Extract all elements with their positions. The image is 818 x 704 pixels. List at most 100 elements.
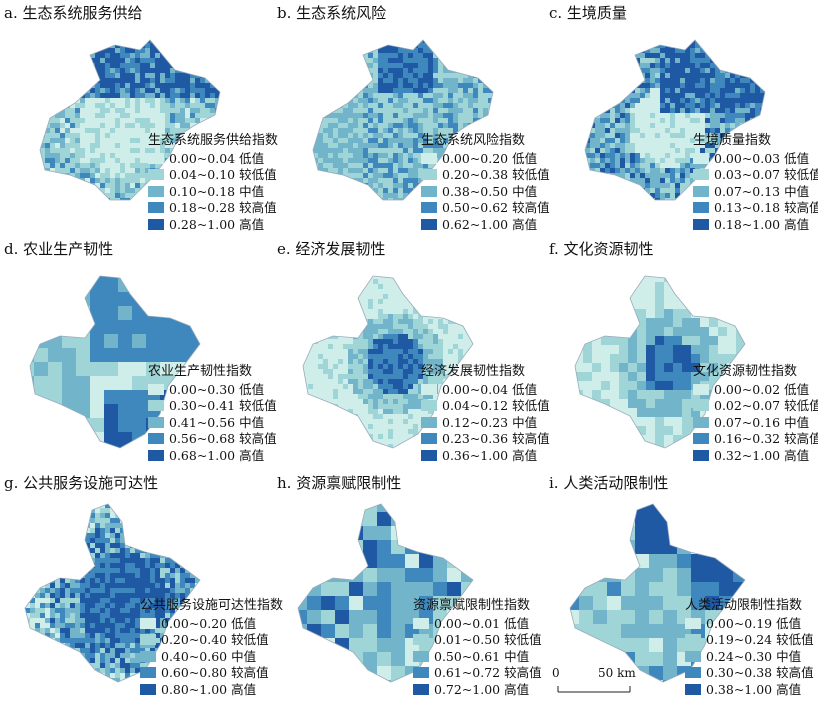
legend-swatch	[148, 186, 164, 197]
legend-swatch	[693, 433, 709, 444]
legend-class: 较低值	[504, 632, 542, 647]
legend-range: 0.41~0.56	[169, 415, 235, 430]
scale-end-label: 50 km	[598, 666, 636, 680]
legend-swatch	[413, 667, 429, 678]
legend-range: 0.56~0.68	[169, 431, 235, 446]
legend-item: 0.12~0.23 中值	[421, 414, 550, 431]
legend-swatch	[421, 417, 437, 428]
legend-range: 0.02~0.07	[714, 398, 780, 413]
legend-swatch	[685, 651, 701, 662]
panel-title: h. 资源禀赋限制性	[277, 472, 401, 493]
legend-range: 0.01~0.50	[434, 632, 500, 647]
legend-swatch	[421, 202, 437, 213]
legend-range: 0.00~0.04	[442, 382, 508, 397]
legend-range: 0.62~1.00	[442, 217, 508, 232]
legend-range: 0.12~0.23	[442, 415, 508, 430]
legend-range: 0.50~0.61	[434, 649, 500, 664]
legend-class: 中值	[512, 415, 537, 430]
legend-swatch	[693, 202, 709, 213]
legend-range: 0.07~0.13	[714, 184, 780, 199]
legend-item: 0.62~1.00 高值	[421, 216, 550, 233]
legend-swatch	[421, 384, 437, 395]
legend-swatch	[693, 450, 709, 461]
legend-swatch	[140, 684, 156, 695]
legend-swatch	[148, 400, 164, 411]
scale-start-label: 0	[552, 666, 560, 680]
legend-item: 0.00~0.04 低值	[421, 381, 550, 398]
legend-swatch	[148, 417, 164, 428]
legend-swatch	[421, 169, 437, 180]
legend-range: 0.30~0.41	[169, 398, 235, 413]
panel-title: d. 农业生产韧性	[4, 238, 113, 259]
legend-range: 0.00~0.01	[434, 616, 500, 631]
legend-class: 较低值	[231, 632, 269, 647]
legend-range: 0.00~0.02	[714, 382, 780, 397]
legend-title: 公共服务设施可达性指数	[140, 597, 283, 614]
legend-swatch	[140, 667, 156, 678]
legend-swatch	[693, 153, 709, 164]
legend-class: 较高值	[784, 200, 818, 215]
legend-class: 较高值	[776, 665, 814, 680]
legend-class: 较低值	[239, 167, 277, 182]
legend-range: 0.00~0.19	[706, 616, 772, 631]
legend-swatch	[140, 634, 156, 645]
legend-swatch	[413, 618, 429, 629]
legend-range: 0.30~0.38	[706, 665, 772, 680]
legend-title: 生态系统服务供给指数	[148, 132, 278, 149]
legend-class: 低值	[512, 382, 537, 397]
legend-class: 较高值	[504, 665, 542, 680]
legend-swatch	[413, 651, 429, 662]
legend-item: 0.07~0.13 中值	[693, 183, 818, 200]
legend-range: 0.00~0.30	[169, 382, 235, 397]
legend-range: 0.16~0.32	[714, 431, 780, 446]
legend-class: 高值	[776, 682, 801, 697]
legend-title: 生态系统风险指数	[421, 132, 550, 149]
legend-swatch	[685, 634, 701, 645]
legend-class: 较低值	[776, 632, 814, 647]
legend-range: 0.04~0.12	[442, 398, 508, 413]
legend-class: 低值	[784, 382, 809, 397]
legend-range: 0.18~0.28	[169, 200, 235, 215]
legend-range: 0.00~0.20	[442, 151, 508, 166]
legend-class: 高值	[512, 217, 537, 232]
legend-class: 较高值	[784, 431, 818, 446]
legend-title: 农业生产韧性指数	[148, 363, 277, 380]
legend-swatch	[148, 153, 164, 164]
legend-class: 高值	[231, 682, 256, 697]
panel-title: b. 生态系统风险	[277, 2, 386, 23]
legend-class: 中值	[784, 184, 809, 199]
legend-class: 高值	[504, 682, 529, 697]
legend-swatch	[421, 433, 437, 444]
legend-title: 生境质量指数	[693, 132, 818, 149]
legend-swatch	[421, 153, 437, 164]
legend-class: 低值	[512, 151, 537, 166]
legend-range: 0.28~1.00	[169, 217, 235, 232]
legend-range: 0.03~0.07	[714, 167, 780, 182]
panel-title: f. 文化资源韧性	[549, 238, 654, 259]
legend-swatch	[685, 684, 701, 695]
legend-swatch	[148, 433, 164, 444]
